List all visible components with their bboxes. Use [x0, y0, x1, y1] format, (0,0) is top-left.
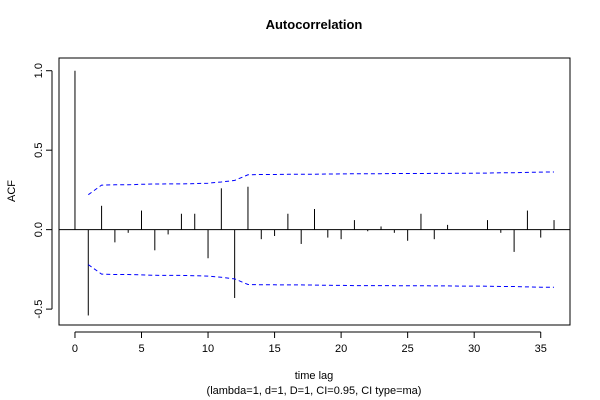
y-axis-label: ACF: [6, 180, 18, 202]
x-tick-label: 25: [402, 343, 414, 355]
x-axis-subtitle: (lambda=1, d=1, D=1, CI=0.95, CI type=ma…: [207, 385, 422, 397]
x-axis: 0 5 10 15 20 25 30 35: [72, 331, 547, 355]
y-tick-label: 0.5: [33, 143, 45, 158]
y-axis: -0.5 0.0 0.5 1.0: [33, 63, 53, 319]
y-tick-label: -0.5: [33, 300, 45, 319]
ci-lower-line: [88, 264, 555, 288]
y-tick-label: 1.0: [33, 63, 45, 78]
x-axis-label: time lag: [295, 370, 334, 382]
x-tick-label: 15: [268, 343, 280, 355]
y-tick-label: 0.0: [33, 222, 45, 237]
chart-title: Autocorrelation: [266, 17, 363, 32]
x-tick-label: 0: [72, 343, 78, 355]
plot-frame: [58, 57, 571, 326]
ci-upper-line: [88, 171, 555, 196]
x-tick-label: 35: [535, 343, 547, 355]
acf-bars: [74, 70, 555, 316]
x-tick-label: 20: [335, 343, 347, 355]
x-tick-label: 10: [202, 343, 214, 355]
x-tick-label: 30: [468, 343, 480, 355]
x-tick-label: 5: [138, 343, 144, 355]
